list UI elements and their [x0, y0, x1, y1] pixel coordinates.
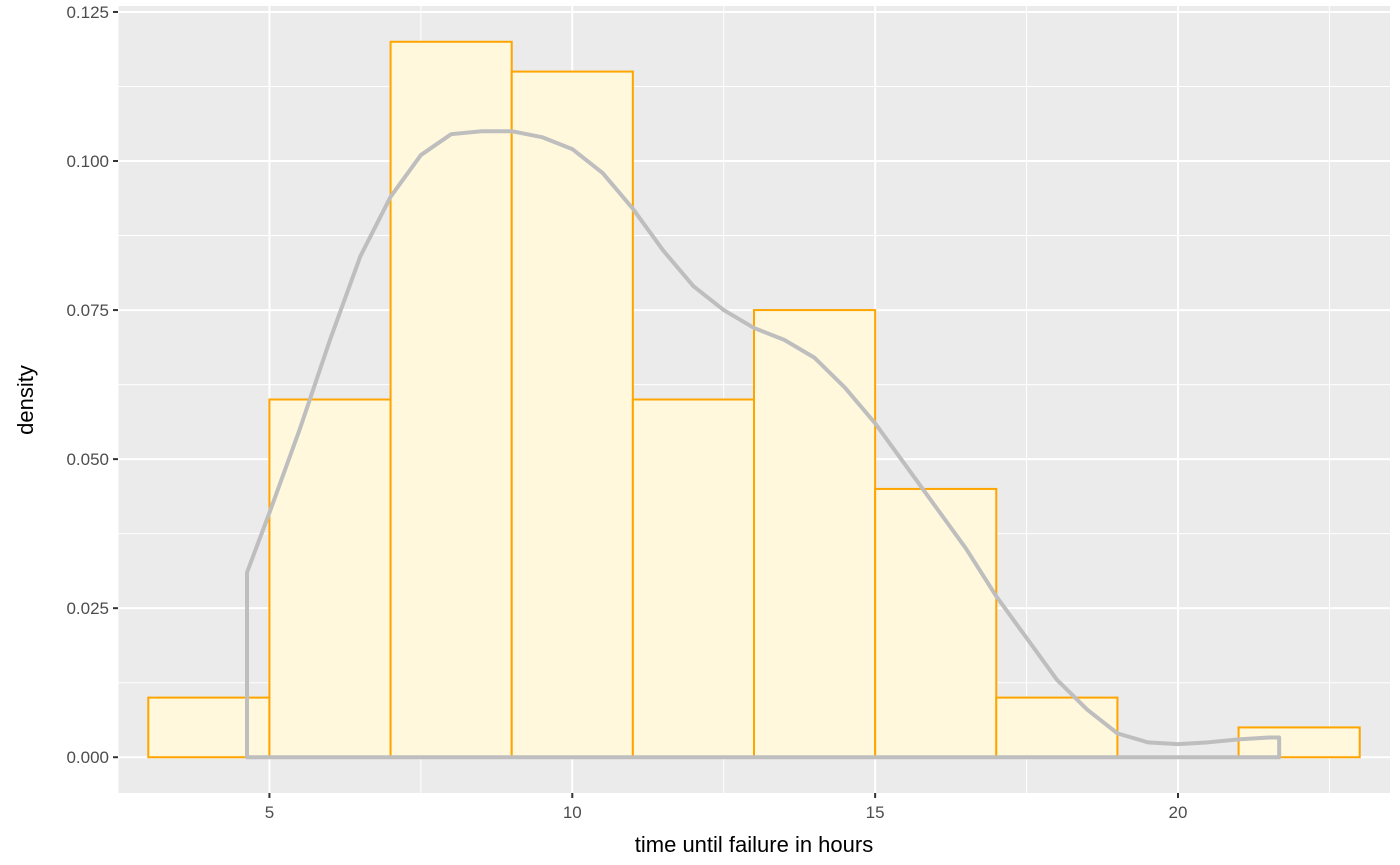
- x-axis-title: time until failure in hours: [635, 832, 873, 857]
- y-axis: 0.000 0.025 0.050 0.075 0.100 0.125: [66, 3, 118, 767]
- y-tick-label: 0.000: [66, 748, 109, 767]
- x-tick-label: 20: [1169, 803, 1188, 822]
- x-tick-label: 10: [563, 803, 582, 822]
- x-axis: 5 10 15 20: [265, 793, 1188, 822]
- histogram-bar: [631, 398, 755, 759]
- x-tick-label: 5: [265, 803, 274, 822]
- histogram-bar: [389, 40, 513, 759]
- histogram-bar: [147, 696, 271, 759]
- histogram-bar: [1237, 726, 1361, 759]
- y-tick-label: 0.075: [66, 301, 109, 320]
- histogram-bar: [510, 70, 634, 759]
- histogram-bar: [268, 398, 392, 759]
- x-tick-label: 15: [866, 803, 885, 822]
- histogram-bar: [995, 696, 1119, 759]
- histogram-bar: [874, 487, 998, 759]
- y-tick-label: 0.125: [66, 3, 109, 22]
- y-tick-label: 0.100: [66, 152, 109, 171]
- y-axis-title: density: [13, 365, 38, 435]
- histogram-bars: [147, 40, 1361, 759]
- density-curve: [245, 129, 1282, 760]
- y-tick-label: 0.025: [66, 599, 109, 618]
- y-tick-label: 0.050: [66, 450, 109, 469]
- histogram-bar: [753, 309, 877, 759]
